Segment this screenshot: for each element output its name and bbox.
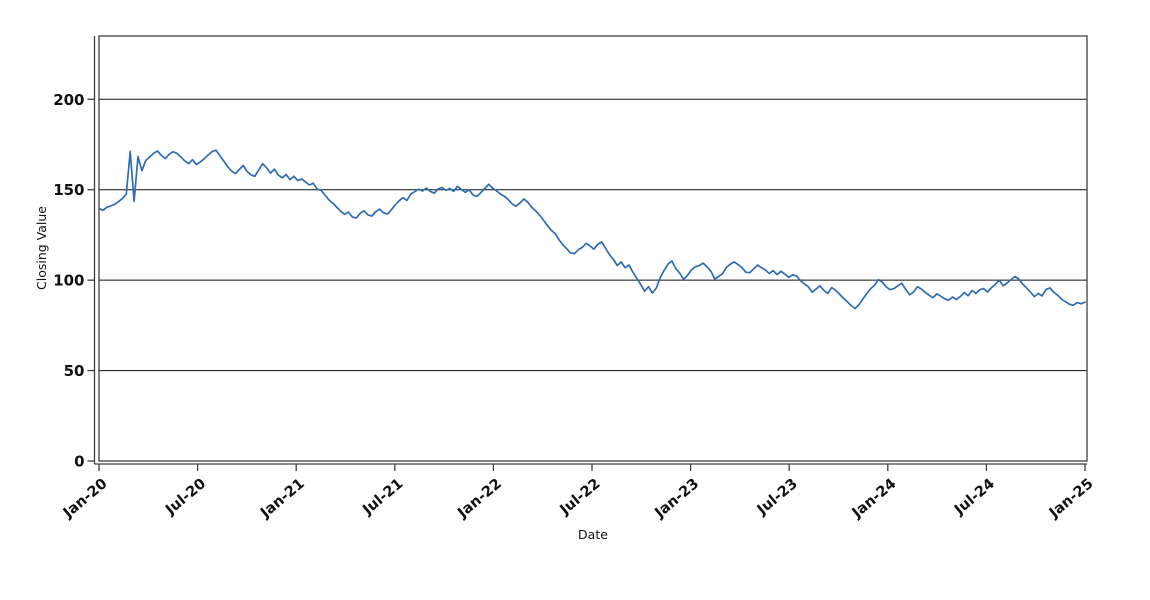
y-tick-label: 50	[64, 362, 85, 380]
y-axis-title: Closing Value	[34, 206, 49, 290]
y-tick-label: 100	[53, 272, 84, 290]
y-tick-label: 0	[74, 453, 84, 471]
plot-border	[98, 35, 1088, 462]
closing-value-series-line	[98, 149, 1086, 310]
x-axis-title: Date	[578, 527, 608, 542]
y-tick-label: 200	[53, 91, 84, 109]
y-tick-label: 150	[53, 181, 84, 199]
